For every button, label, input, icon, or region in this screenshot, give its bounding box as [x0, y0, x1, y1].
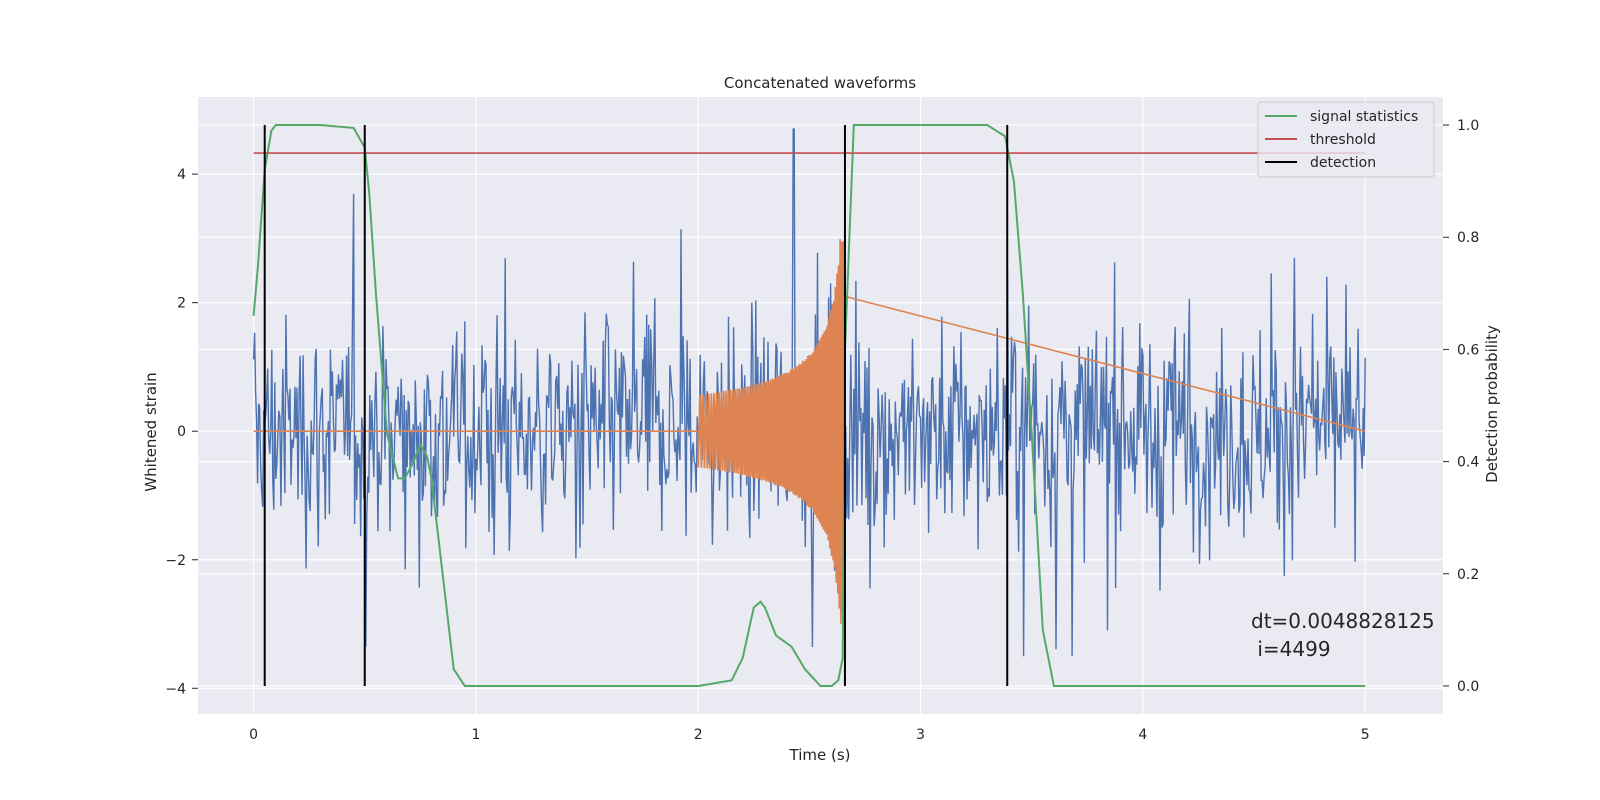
y2-tick-label: 0.0 — [1457, 679, 1479, 695]
y2-tick-label: 0.8 — [1457, 230, 1479, 246]
annotation-i: i=4499 — [1251, 637, 1331, 661]
legend-item-signal-statistics: signal statistics — [1265, 109, 1418, 125]
y2-tick-label: 0.2 — [1457, 567, 1479, 583]
legend: signal statistics threshold detection — [1257, 101, 1435, 178]
y2-tick-label: 0.6 — [1457, 342, 1479, 358]
x-axis-label: Time (s) — [789, 746, 851, 764]
x-tick-label: 0 — [249, 727, 258, 743]
legend-item-threshold: threshold — [1265, 132, 1376, 148]
y2-tick-label: 0.4 — [1457, 455, 1479, 471]
chirp-series — [253, 239, 1366, 625]
y2-axis-label: Detection probability — [1483, 325, 1501, 483]
x-tick-label: 2 — [694, 727, 703, 743]
y-tick-label: −2 — [165, 553, 186, 569]
x-tick-label: 1 — [471, 727, 480, 743]
chirp-line — [253, 239, 1366, 625]
signal-statistics-series — [252, 124, 1366, 687]
legend-label-signal-statistics: signal statistics — [1310, 109, 1418, 125]
tick-labels: 0 1 2 3 4 5 −4 −2 0 2 4 0.0 0.2 0.4 0.6 0.8 1.0 — [165, 118, 1479, 743]
legend-item-detection: detection — [1265, 155, 1376, 171]
x-tick-label: 3 — [916, 727, 925, 743]
legend-label-detection: detection — [1310, 155, 1376, 171]
y-tick-label: 2 — [177, 296, 186, 312]
y-axis-label: Whitened strain — [142, 372, 160, 491]
x-tick-label: 4 — [1138, 727, 1147, 743]
annotation: dt=0.0048828125 i=4499 — [1251, 609, 1435, 661]
legend-box — [1257, 101, 1435, 178]
x-tick-label: 5 — [1361, 727, 1370, 743]
annotation-dt: dt=0.0048828125 — [1251, 609, 1435, 633]
y-tick-label: 0 — [177, 424, 186, 440]
y2-tick-label: 1.0 — [1457, 118, 1479, 134]
y-tick-label: 4 — [177, 167, 186, 183]
y-tick-label: −4 — [165, 681, 186, 697]
chart-title: Concatenated waveforms — [724, 74, 916, 92]
legend-label-threshold: threshold — [1310, 132, 1376, 148]
